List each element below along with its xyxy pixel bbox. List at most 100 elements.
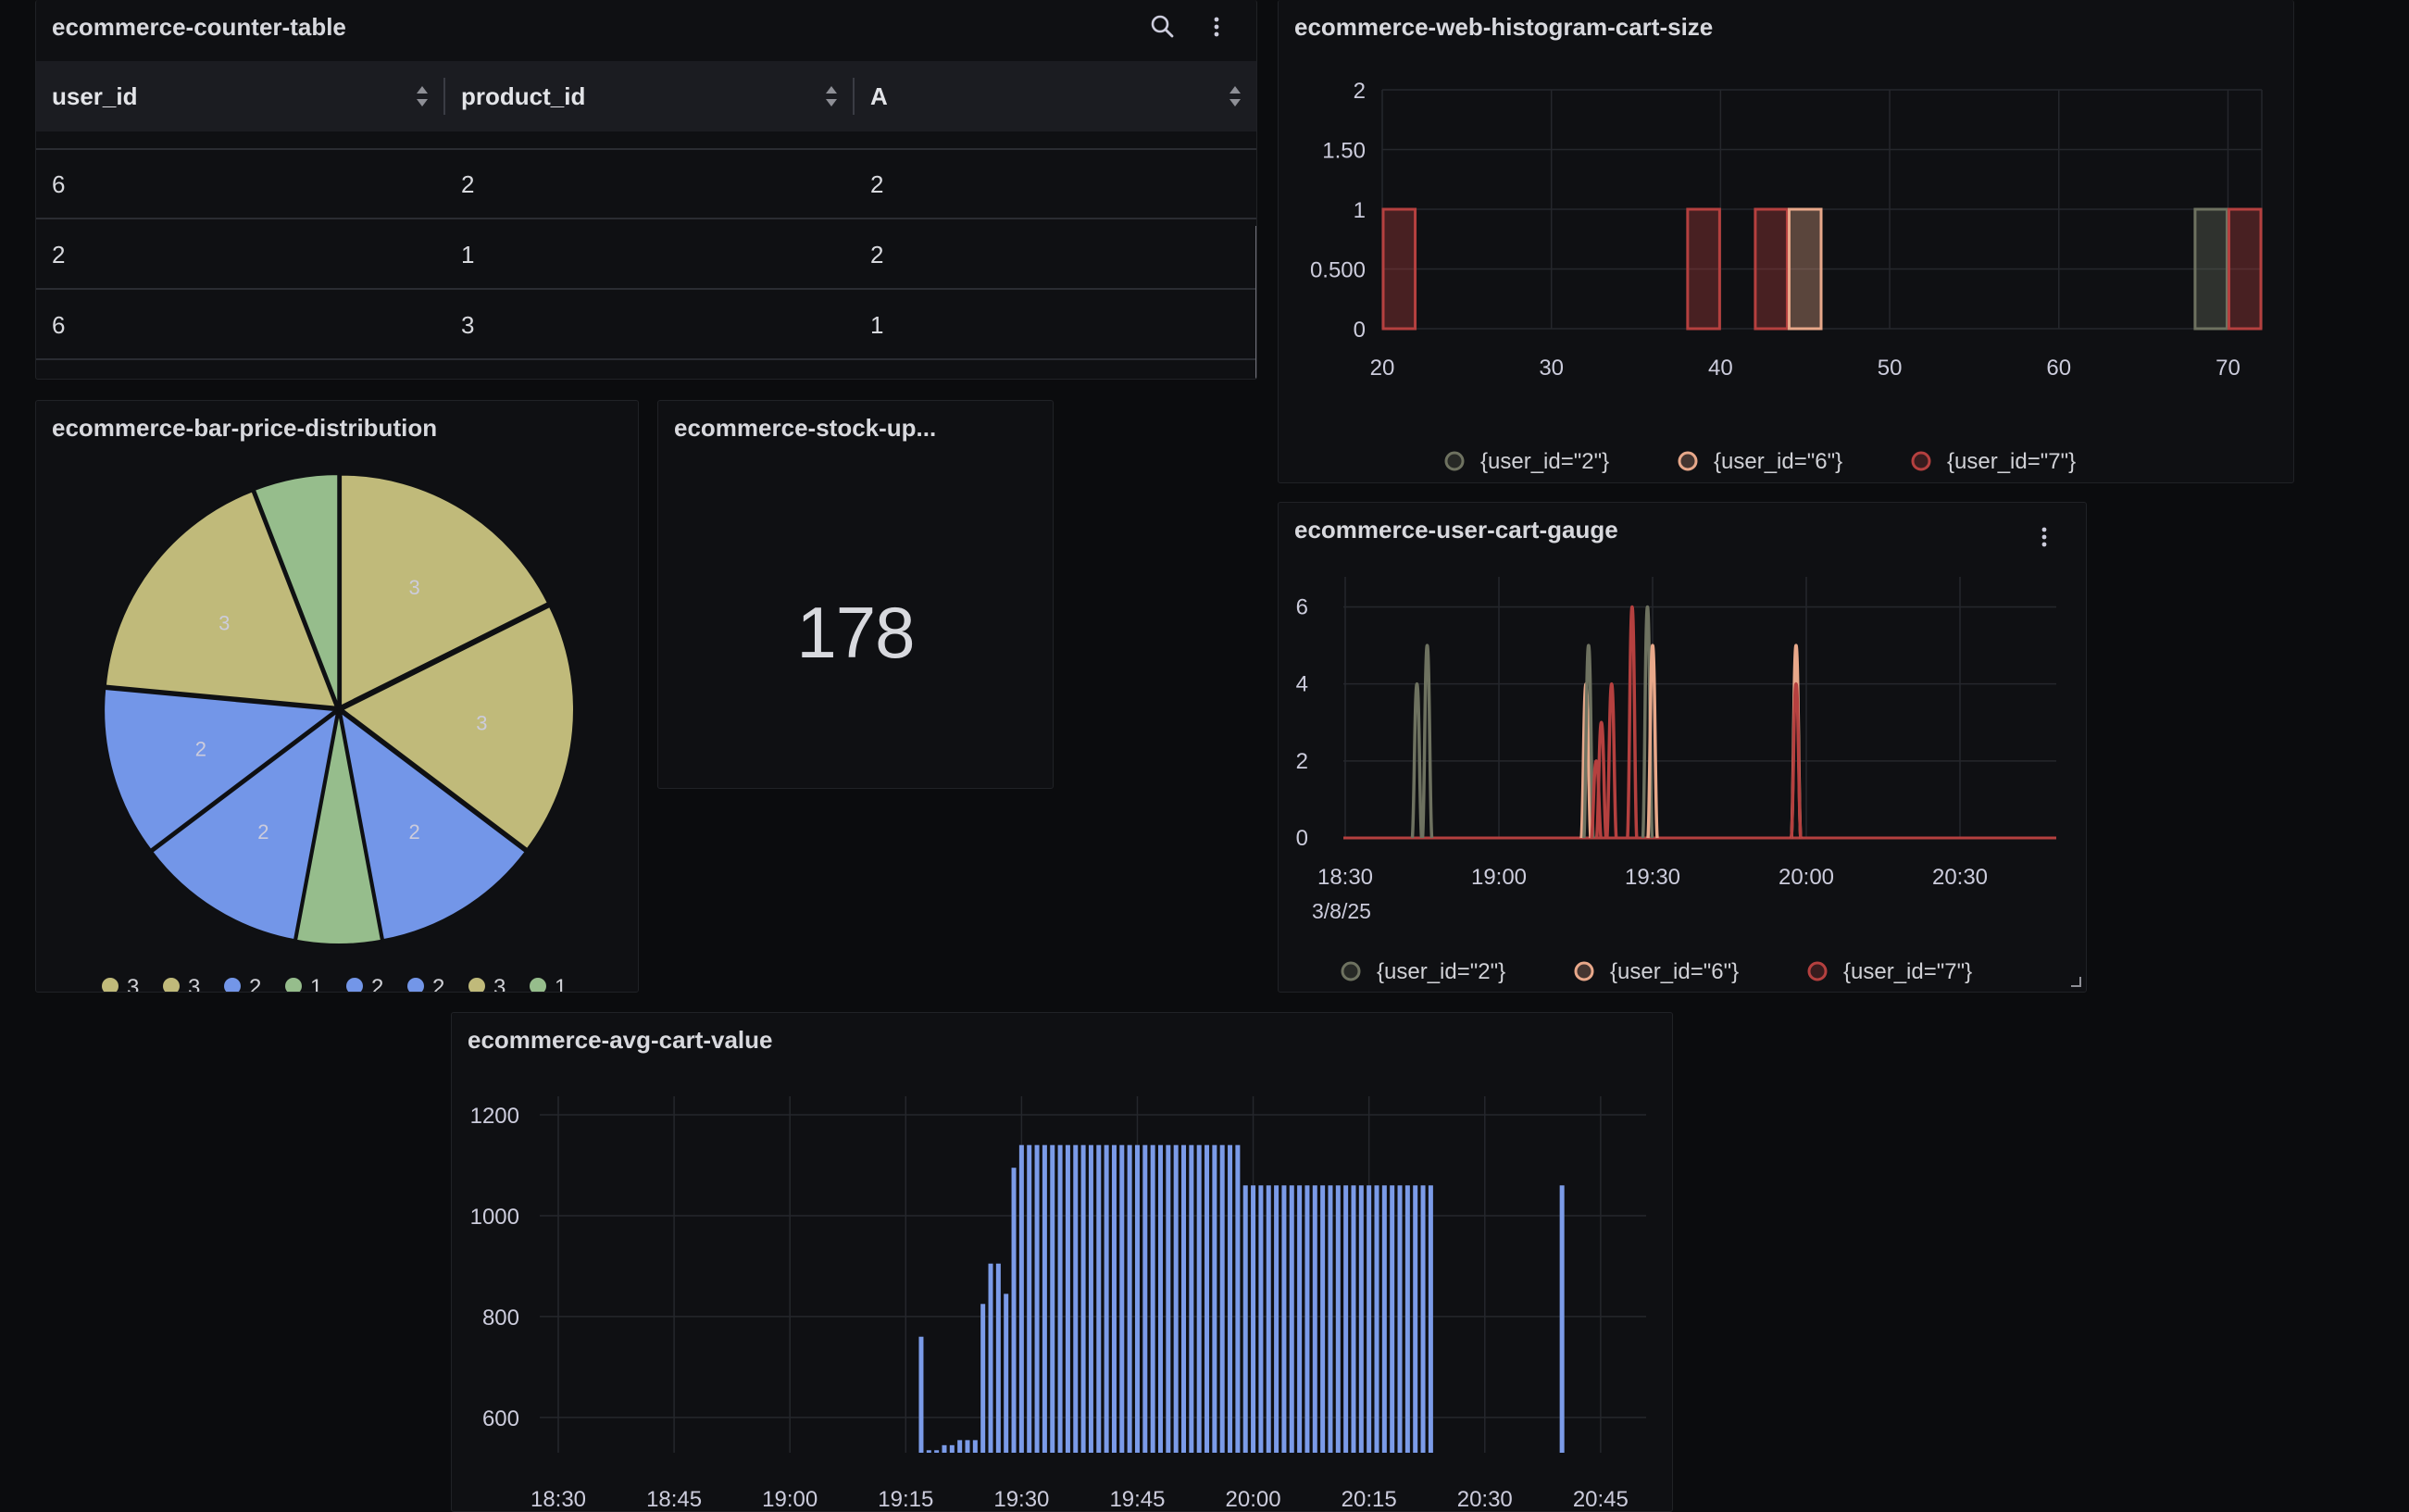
legend-label: 3: [493, 975, 506, 993]
column-separator[interactable]: [443, 78, 445, 115]
bar: [1420, 1185, 1426, 1453]
bar: [1404, 1185, 1410, 1453]
histogram-bar: [2227, 207, 2263, 331]
stat-panel: ecommerce-stock-up... 178: [657, 400, 1054, 789]
column-header-a[interactable]: A: [855, 61, 1256, 131]
x-tick-label: 30: [1539, 356, 1564, 381]
y-tick-label: 4: [1296, 672, 1308, 697]
cell-user-id: 2: [52, 241, 66, 269]
bar: [1018, 1144, 1024, 1453]
bar: [926, 1450, 931, 1453]
y-tick-label: 1.50: [1322, 139, 1366, 164]
bar: [1119, 1144, 1125, 1453]
bar: [1428, 1185, 1433, 1453]
panel-title: ecommerce-web-histogram-cart-size: [1294, 13, 1714, 41]
x-tick-label: 18:30: [1317, 865, 1373, 890]
legend-marker: [224, 978, 241, 992]
column-header-product-id[interactable]: product_id: [445, 61, 853, 131]
legend-marker: [407, 978, 424, 992]
legend-marker: [468, 978, 485, 992]
pie-chart: 3 3 2 2 2 3 3 3 2 1 2 2 3 1: [102, 473, 575, 993]
cell-a: 2: [870, 170, 884, 198]
menu-icon[interactable]: [2028, 521, 2060, 553]
legend-marker: [285, 978, 302, 992]
bar: [1196, 1144, 1202, 1453]
legend-marker: [1341, 961, 1361, 981]
histogram-panel: ecommerce-web-histogram-cart-size 0 0.500…: [1278, 0, 2294, 483]
bar: [1343, 1185, 1349, 1453]
legend-marker: [1911, 451, 1931, 471]
avg-cart-panel: ecommerce-avg-cart-value 600 800 1000 1200 1…: [451, 1012, 1673, 1512]
table-scrollbar[interactable]: [1255, 226, 1256, 379]
x-tick-label: 18:30: [530, 1487, 586, 1512]
sort-icon[interactable]: [414, 83, 431, 109]
sort-icon[interactable]: [823, 83, 840, 109]
pie-slice: [104, 490, 338, 708]
x-tick-label: 19:30: [1625, 865, 1680, 890]
y-tick-label: 0: [1296, 826, 1308, 851]
series-line: [1626, 605, 1639, 839]
cell-product-id: 2: [461, 170, 475, 198]
table-row[interactable]: 6 3 1: [36, 291, 1256, 360]
histogram-bar: [2193, 207, 2228, 331]
legend-marker: [1678, 451, 1698, 471]
sort-icon[interactable]: [1227, 83, 1243, 109]
legend-marker: [1444, 451, 1465, 471]
y-tick-label: 1200: [470, 1104, 519, 1129]
table-row[interactable]: 2 1 2: [36, 220, 1256, 290]
table-row[interactable]: 6 2 2: [36, 150, 1256, 219]
legend-marker: [163, 978, 180, 992]
pie-slice: [340, 473, 550, 708]
series-line: [1590, 759, 1603, 839]
stat-value: 178: [796, 592, 915, 673]
bar: [1134, 1144, 1140, 1453]
bar: [1111, 1144, 1117, 1453]
bar: [1335, 1185, 1341, 1453]
y-tick-label: 6: [1296, 594, 1308, 619]
bar: [1080, 1144, 1086, 1453]
series-line: [1790, 681, 1803, 839]
legend-label: 3: [188, 975, 200, 993]
bar: [1057, 1144, 1063, 1453]
bar: [1274, 1185, 1279, 1453]
pie-slice: [150, 710, 339, 942]
bar: [1266, 1185, 1271, 1453]
table-row-partial: [36, 131, 1256, 150]
bar: [1173, 1144, 1179, 1453]
pie-slice-label: 3: [476, 711, 487, 734]
resize-handle-icon[interactable]: [2069, 975, 2082, 988]
legend-marker: [346, 978, 363, 992]
bar: [1127, 1144, 1132, 1453]
x-tick-label: 50: [1878, 356, 1903, 381]
cell-user-id: 6: [52, 170, 66, 198]
legend-label: 2: [249, 975, 261, 993]
bar: [972, 1440, 978, 1453]
pie-slice: [253, 473, 340, 706]
x-tick-label: 20:30: [1932, 865, 1988, 890]
bar: [949, 1444, 955, 1453]
bar: [1413, 1185, 1418, 1453]
bar: [1281, 1185, 1287, 1453]
x-tick-label: 19:00: [1471, 865, 1527, 890]
bar: [1559, 1185, 1565, 1453]
legend-label: {user_id="2"}: [1377, 959, 1505, 984]
bar: [1004, 1293, 1009, 1453]
column-header-label: user_id: [52, 82, 138, 110]
panel-title: ecommerce-user-cart-gauge: [1294, 516, 1618, 544]
bar: [1157, 1144, 1163, 1453]
bar: [1381, 1185, 1387, 1453]
legend-label: {user_id="6"}: [1714, 449, 1842, 474]
search-icon[interactable]: [1147, 11, 1179, 43]
panel-title: ecommerce-stock-up...: [674, 414, 937, 442]
legend-marker: [530, 978, 546, 992]
column-header-user-id[interactable]: user_id: [36, 61, 443, 131]
bar: [1027, 1144, 1032, 1453]
menu-icon[interactable]: [1201, 11, 1232, 43]
column-separator[interactable]: [853, 78, 855, 115]
y-tick-label: 600: [482, 1406, 519, 1431]
panel-title: ecommerce-bar-price-distribution: [52, 414, 438, 442]
legend-label: 1: [555, 975, 567, 993]
bar: [1374, 1185, 1379, 1453]
legend-label: 2: [371, 975, 383, 993]
cell-product-id: 3: [461, 311, 475, 339]
